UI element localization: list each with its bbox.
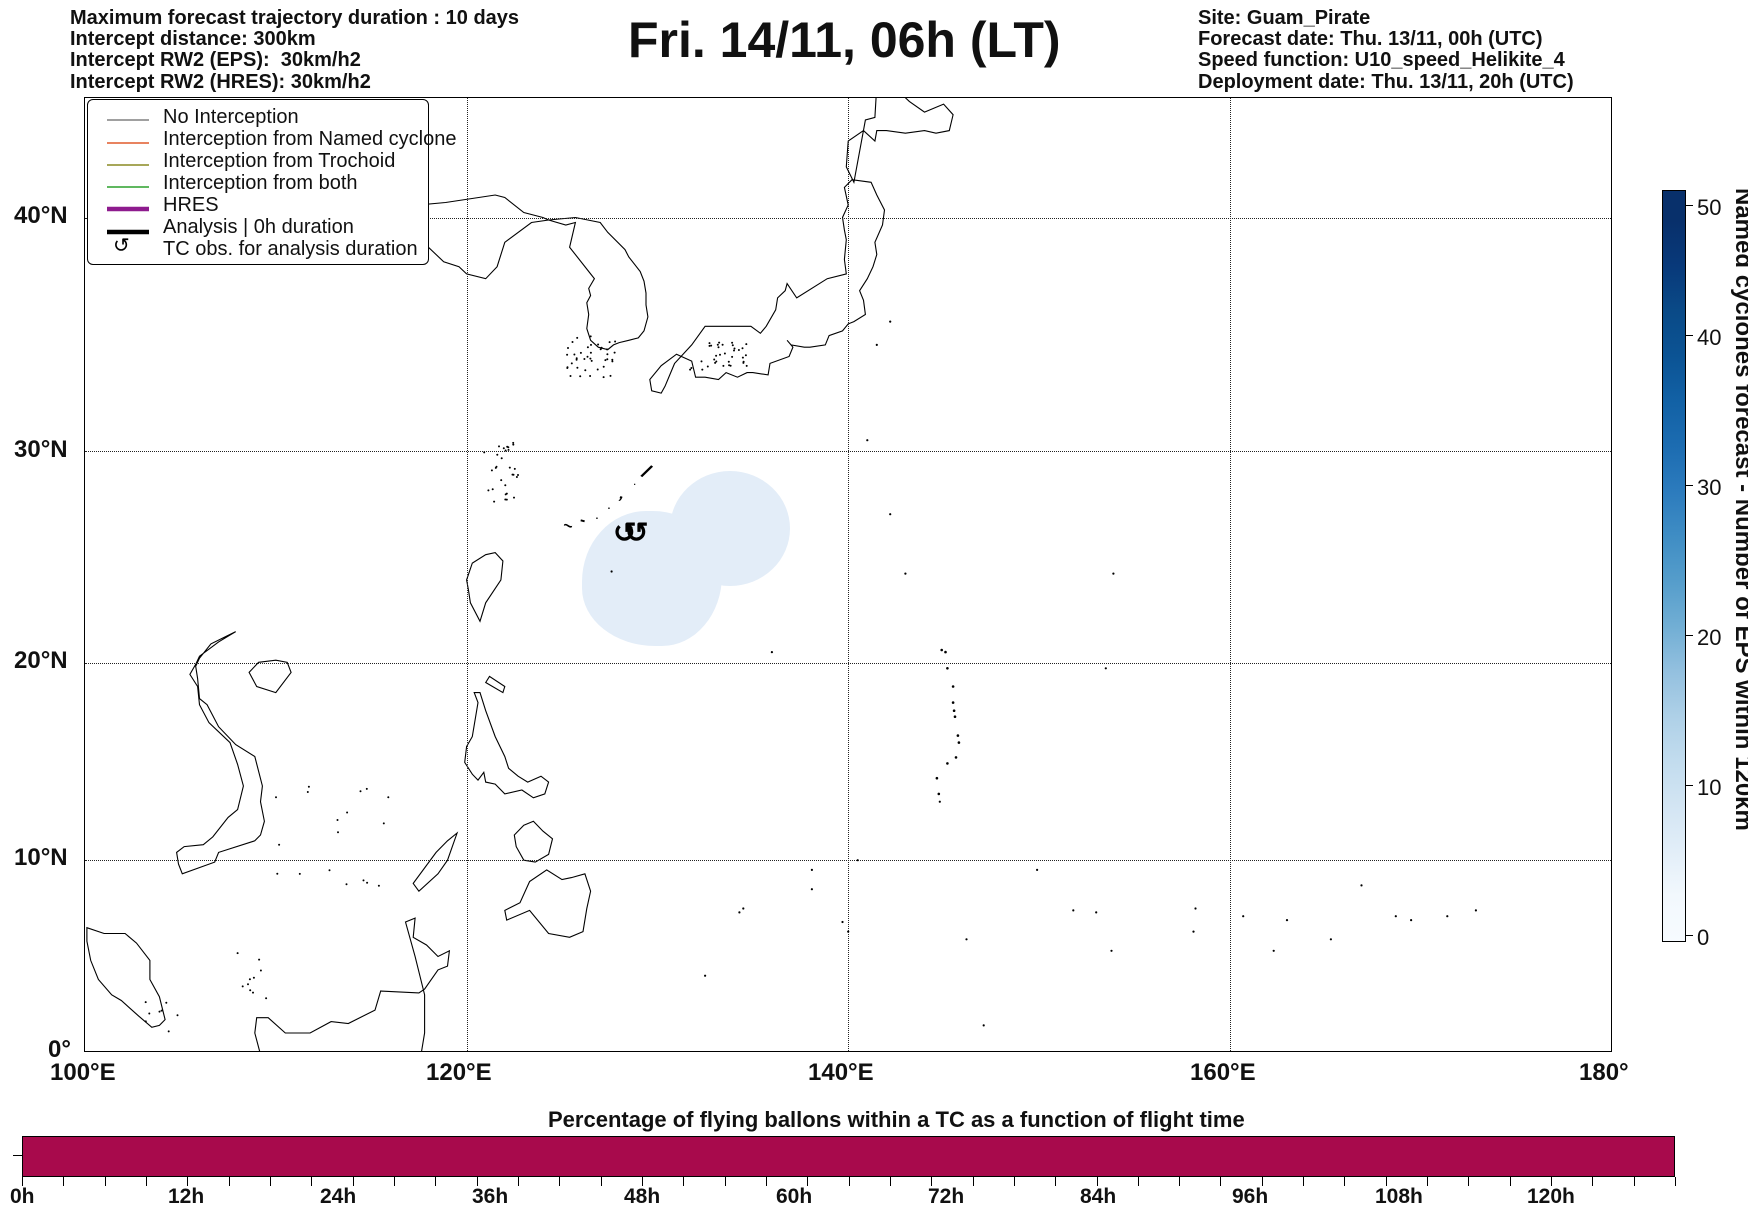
svg-text:↺: ↺ (113, 235, 130, 257)
